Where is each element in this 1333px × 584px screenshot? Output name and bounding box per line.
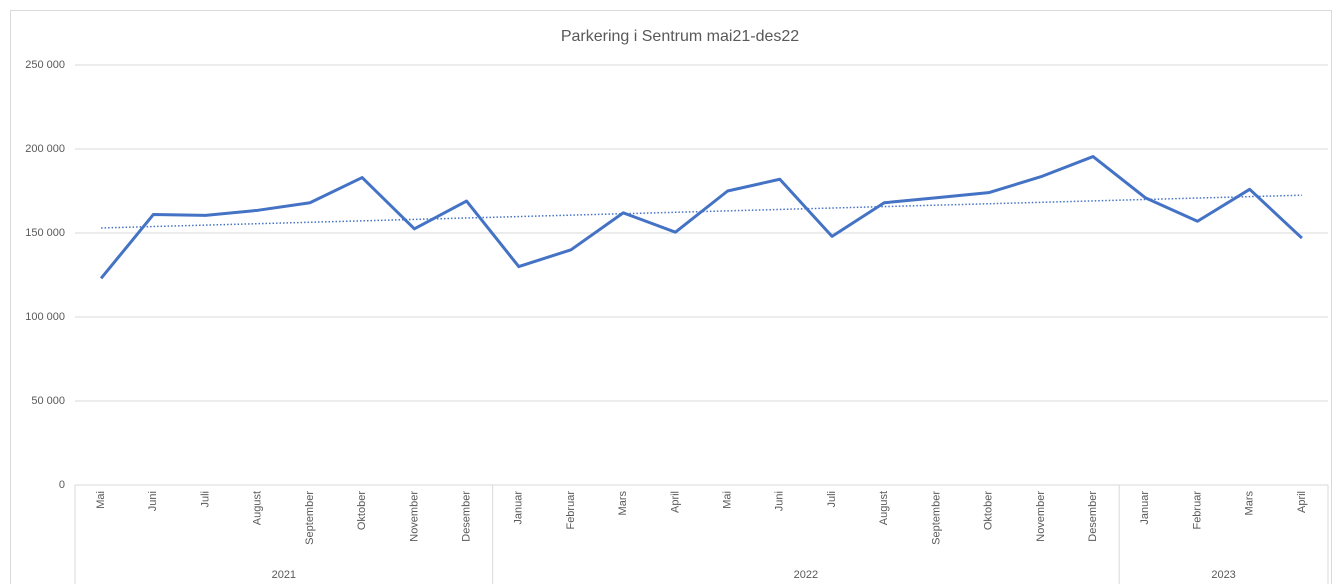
x-tick-label: Mars (1244, 491, 1256, 516)
x-tick-label: November (1035, 491, 1047, 542)
x-tick-label: April (1296, 491, 1308, 513)
chart-title: Parkering i Sentrum mai21-des22 (561, 28, 799, 45)
x-tick-label: August (878, 491, 890, 525)
x-tick-label: Desember (460, 491, 472, 542)
x-tick-label: Juli (199, 491, 211, 508)
x-tick-label: Juli (826, 491, 838, 508)
x-group-label: 2023 (1211, 569, 1235, 581)
x-tick-label: Mai (722, 491, 734, 509)
chart-border (10, 10, 1332, 584)
x-tick-label: Januar (1139, 491, 1151, 525)
x-tick-label: Juni (147, 491, 159, 511)
x-tick-label: Februar (565, 491, 577, 530)
y-tick-label: 0 (59, 479, 65, 491)
x-tick-label: Oktober (983, 491, 995, 530)
trendline (101, 194, 1302, 229)
x-tick-label: Februar (1191, 491, 1203, 530)
x-group-label: 2021 (272, 569, 296, 581)
y-tick-label: 200 000 (25, 143, 65, 155)
x-group-label: 2022 (794, 569, 818, 581)
y-tick-label: 50 000 (31, 395, 65, 407)
data-line (99, 155, 1303, 280)
x-tick-label: September (304, 491, 316, 545)
x-tick-label: Juni (774, 491, 786, 511)
x-tick-label: Oktober (356, 491, 368, 530)
y-tick-label: 150 000 (25, 227, 65, 239)
x-tick-label: August (252, 491, 264, 525)
x-tick-label: November (408, 491, 420, 542)
x-tick-label: Mars (617, 491, 629, 516)
x-tick-label: September (930, 491, 942, 545)
y-tick-label: 250 000 (25, 59, 65, 71)
x-tick-label: Desember (1087, 491, 1099, 542)
x-tick-label: April (669, 491, 681, 513)
x-tick-label: Mai (95, 491, 107, 509)
x-tick-label: Januar (513, 491, 525, 525)
y-tick-label: 100 000 (25, 311, 65, 323)
